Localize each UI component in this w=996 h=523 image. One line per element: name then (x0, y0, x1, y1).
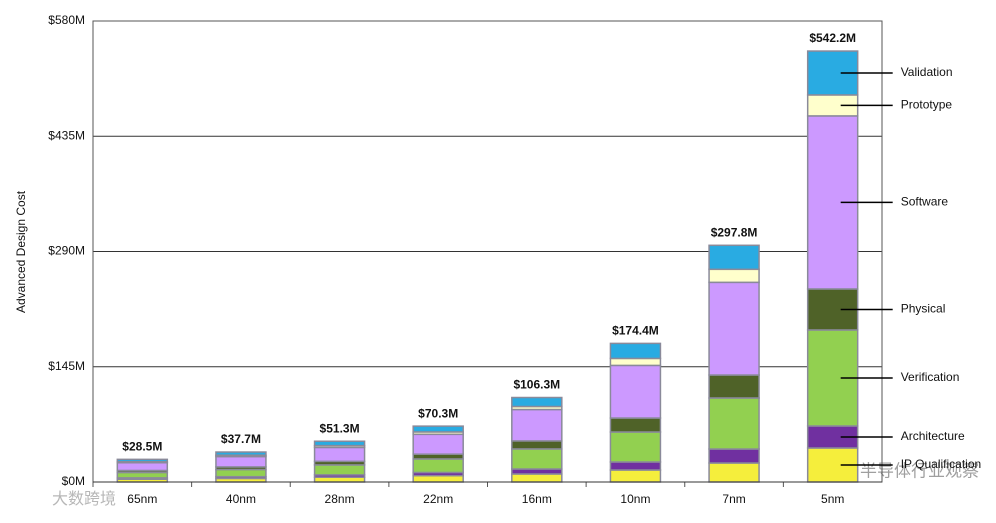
y-tick-label: $290M (48, 244, 85, 258)
x-tick-label: 65nm (127, 492, 157, 506)
bar-segment (609, 417, 662, 433)
bar-segment (708, 268, 760, 284)
bar-segment (511, 468, 563, 475)
x-tick-label: 7nm (722, 492, 745, 506)
total-label: $37.7M (221, 432, 261, 446)
total-label: $70.3M (418, 406, 458, 420)
x-tick-label: 40nm (226, 492, 256, 506)
bar-segment (708, 244, 760, 271)
bar-segment (708, 462, 760, 483)
total-label: $28.5M (122, 440, 162, 454)
bar-segment (708, 374, 760, 399)
total-label: $174.4M (612, 324, 659, 338)
bar-segment (215, 455, 267, 468)
bar-segment (116, 471, 169, 479)
y-tick-label: $0M (62, 474, 85, 488)
bar-segment (313, 446, 366, 463)
bar-segment (511, 448, 563, 470)
bar-segment (609, 357, 662, 367)
x-tick-label: 28nm (325, 492, 355, 506)
bar-segment (412, 433, 464, 455)
watermark: 半导体行业观察 (860, 461, 979, 480)
x-tick-label: 22nm (423, 492, 453, 506)
y-tick-label: $435M (48, 128, 85, 142)
total-label: $297.8M (711, 225, 758, 239)
bar-segment (313, 464, 366, 476)
total-label: $542.2M (809, 31, 856, 45)
bar-segment (609, 431, 662, 463)
legend-label: Validation (901, 65, 953, 79)
x-tick-label: 16nm (522, 492, 552, 506)
legend-label: Verification (901, 370, 960, 384)
total-label: $106.3M (513, 378, 560, 392)
bar-segment (412, 474, 464, 483)
bar-segment (609, 364, 662, 419)
bar-segment (708, 397, 760, 450)
y-tick-label: $580M (48, 13, 85, 27)
legend-label: Architecture (901, 429, 965, 443)
legend-label: Physical (901, 302, 946, 316)
bar-segment (609, 461, 662, 471)
bar-segment (511, 396, 563, 408)
bar-segment (511, 440, 563, 450)
bar-segment (412, 425, 464, 433)
bar-segment (708, 448, 760, 464)
bar-segment (412, 458, 464, 474)
bar-segment (609, 342, 662, 360)
legend-label: IP Qualification (901, 457, 982, 471)
x-tick-label: 10nm (620, 492, 650, 506)
bar-segment (116, 458, 169, 463)
x-tick-label: 5nm (821, 492, 844, 506)
y-axis-title: Advanced Design Cost (14, 190, 28, 313)
bar-segment (215, 468, 267, 478)
bar-segment (609, 469, 662, 483)
total-label: $51.3M (320, 421, 360, 435)
bar-segment (215, 451, 267, 456)
y-tick-label: $145M (48, 359, 85, 373)
legend-label: Prototype (901, 98, 953, 112)
watermark: 大数跨境 (52, 489, 116, 508)
bar-segment (511, 473, 563, 483)
bar-segment (313, 440, 366, 447)
legend-label: Software (901, 195, 949, 209)
bar-segment (511, 408, 563, 442)
bar-segment (708, 281, 760, 376)
bar-segment (116, 461, 169, 472)
